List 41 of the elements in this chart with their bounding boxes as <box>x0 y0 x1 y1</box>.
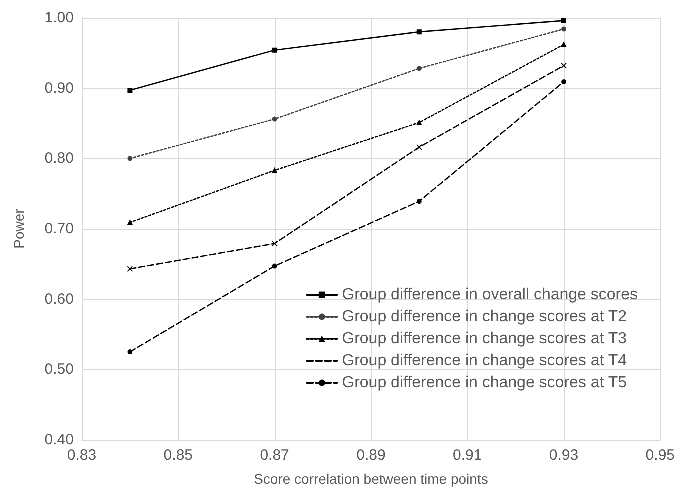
point <box>562 18 566 24</box>
point <box>416 144 422 150</box>
x-tick-label: 0.89 <box>356 447 386 464</box>
legend-label: Group difference in change scores at T2 <box>342 308 628 326</box>
point <box>128 88 133 93</box>
point <box>272 168 278 174</box>
point <box>128 220 133 226</box>
y-tick-label: 0.90 <box>44 80 74 97</box>
point <box>416 199 422 204</box>
y-tick-label: 0.40 <box>44 432 74 448</box>
x-tick-label: 0.91 <box>453 447 482 464</box>
legend-label: Group difference in change scores at T5 <box>342 374 628 392</box>
point <box>127 266 134 272</box>
point <box>272 48 278 53</box>
y-tick-label: 0.50 <box>44 361 74 378</box>
point <box>128 156 133 162</box>
legend-label: Group difference in overall change scores <box>342 286 638 304</box>
y-axis-title: Power <box>11 208 27 249</box>
x-tick-label: 0.85 <box>164 447 193 464</box>
point <box>416 66 422 72</box>
y-tick-label: 1.00 <box>44 10 74 26</box>
x-tick-label: 0.93 <box>549 447 579 464</box>
point <box>562 42 566 48</box>
point <box>561 62 567 69</box>
point <box>562 80 566 84</box>
x-tick-label: 0.95 <box>646 447 676 464</box>
legend-label: Group difference in change scores at T4 <box>342 352 628 370</box>
y-tick-label: 0.80 <box>44 150 74 168</box>
point <box>562 26 566 32</box>
point <box>416 30 422 35</box>
x-tick-label: 0.87 <box>260 447 290 464</box>
point <box>128 350 133 355</box>
point <box>272 264 278 269</box>
point <box>272 240 278 247</box>
y-tick-label: 0.60 <box>44 290 74 308</box>
y-tick-label: 0.70 <box>44 220 74 238</box>
legend-label: Group difference in change scores at T3 <box>342 330 628 348</box>
point <box>272 116 278 122</box>
point <box>416 120 422 126</box>
x-tick-label: 0.83 <box>67 447 97 464</box>
x-axis-title: Score correlation between time points <box>254 471 488 487</box>
